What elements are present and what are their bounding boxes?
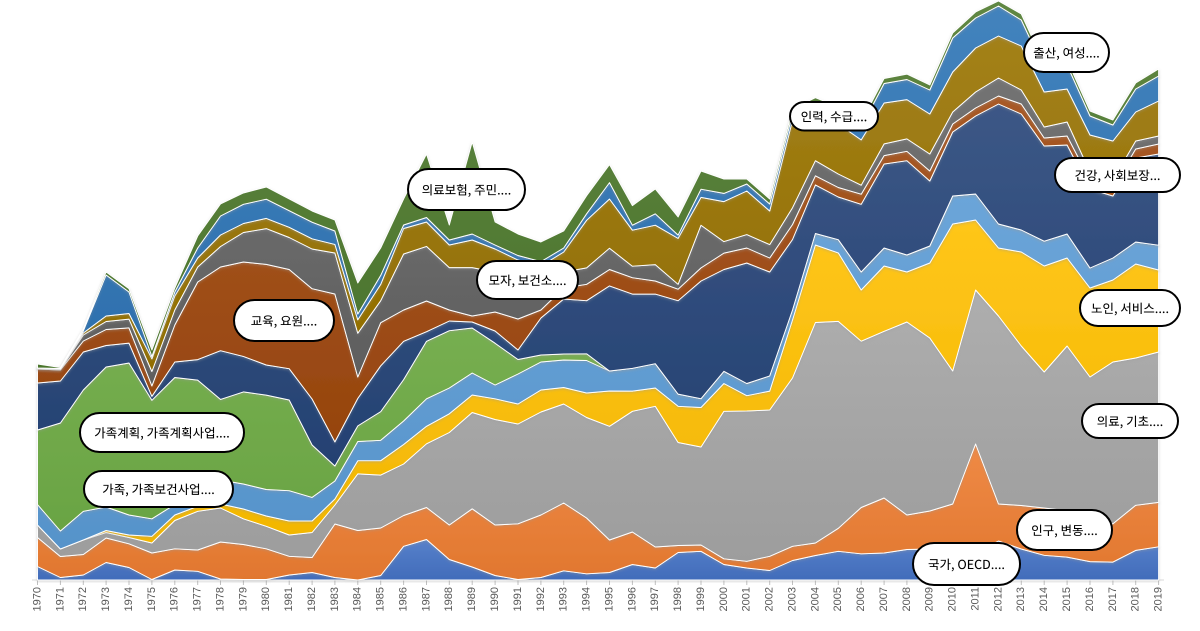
svg-text:1974: 1974 [123,587,135,611]
svg-text:2008: 2008 [901,587,913,611]
svg-text:1988: 1988 [443,587,455,611]
svg-text:2015: 2015 [1061,587,1073,611]
svg-text:1992: 1992 [535,587,547,611]
svg-text:1984: 1984 [352,587,364,611]
svg-text:1996: 1996 [626,587,638,611]
svg-text:1990: 1990 [489,587,501,611]
svg-text:1973: 1973 [100,587,112,611]
svg-text:1980: 1980 [260,587,272,611]
svg-text:1986: 1986 [398,587,410,611]
svg-text:2011: 2011 [970,587,982,611]
svg-text:1995: 1995 [603,587,615,611]
svg-text:1994: 1994 [581,587,593,611]
svg-text:1977: 1977 [192,587,204,611]
svg-text:2016: 2016 [1084,587,1096,611]
svg-text:1985: 1985 [375,587,387,611]
svg-text:2017: 2017 [1107,587,1119,611]
svg-text:1991: 1991 [512,587,524,611]
svg-text:1981: 1981 [283,587,295,611]
svg-text:1975: 1975 [146,587,158,611]
svg-text:1976: 1976 [169,587,181,611]
svg-text:1989: 1989 [466,587,478,611]
svg-text:1997: 1997 [649,587,661,611]
svg-text:1982: 1982 [306,587,318,611]
svg-text:1970: 1970 [31,587,43,611]
svg-text:2010: 2010 [947,587,959,611]
svg-text:2007: 2007 [878,587,890,611]
svg-text:2004: 2004 [809,587,821,611]
svg-text:1978: 1978 [214,587,226,611]
svg-text:2018: 2018 [1130,587,1142,611]
svg-text:1971: 1971 [54,587,66,611]
svg-text:2005: 2005 [832,587,844,611]
svg-text:1972: 1972 [77,587,89,611]
svg-text:1998: 1998 [672,587,684,611]
svg-text:1993: 1993 [558,587,570,611]
svg-text:2009: 2009 [924,587,936,611]
svg-text:1999: 1999 [695,587,707,611]
svg-text:2014: 2014 [1038,587,1050,611]
svg-text:2012: 2012 [992,587,1004,611]
svg-text:1987: 1987 [420,587,432,611]
svg-text:1979: 1979 [237,587,249,611]
svg-text:2000: 2000 [718,587,730,611]
svg-text:2006: 2006 [855,587,867,611]
svg-text:2002: 2002 [764,587,776,611]
svg-text:1983: 1983 [329,587,341,611]
svg-text:2001: 2001 [741,587,753,611]
svg-text:2019: 2019 [1153,587,1165,611]
svg-text:2013: 2013 [1015,587,1027,611]
svg-text:2003: 2003 [786,587,798,611]
